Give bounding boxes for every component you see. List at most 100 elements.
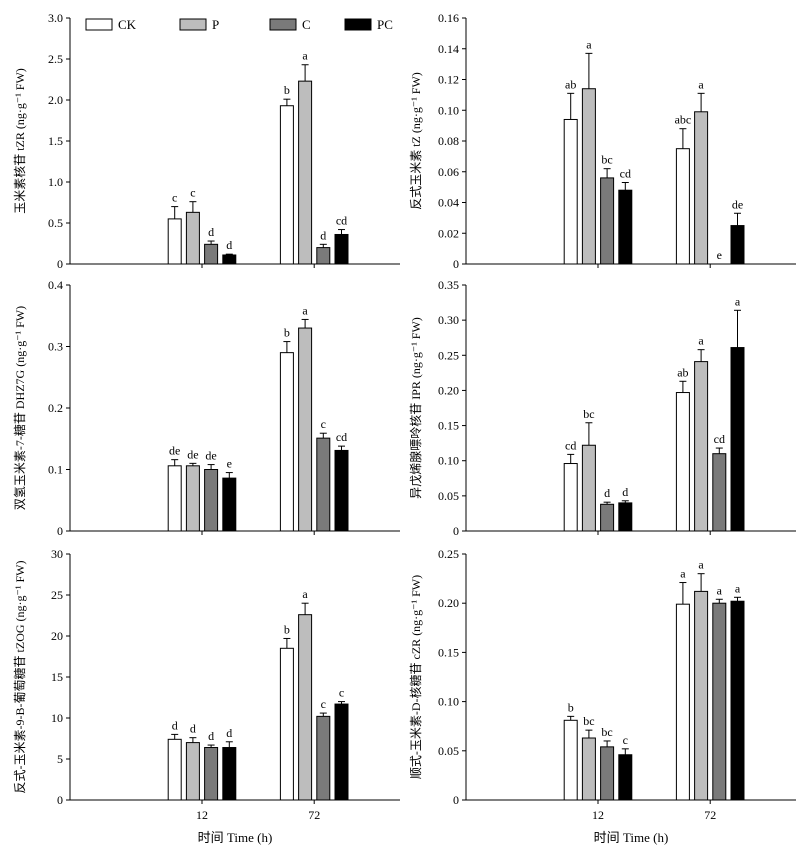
bar-IPR-P-72: [694, 361, 709, 532]
bar-tZOG-CK-72: [279, 647, 294, 801]
y-tick-label: 15: [51, 670, 63, 684]
bar-IPR-C-12: [600, 503, 615, 532]
y-tick-label: 0.10: [438, 454, 459, 468]
significance-letter: c: [321, 697, 326, 711]
significance-letter: a: [680, 567, 686, 581]
y-tick-label: 0.35: [438, 278, 459, 292]
bar-DHZ7G-PC-72: [334, 449, 349, 532]
significance-letter: b: [284, 622, 290, 636]
bar-cZR-C-12: [600, 746, 615, 801]
bar-DHZ7G-PC-12: [222, 477, 237, 532]
bar-IPR-PC-72: [730, 347, 745, 532]
y-tick-label: 0.08: [438, 134, 459, 148]
significance-letter: cd: [336, 430, 347, 444]
significance-letter: ab: [677, 365, 688, 379]
bar-DHZ7G-CK-72: [279, 352, 294, 532]
y-tick-label: 0.30: [438, 313, 459, 327]
y-tick-label: 0.25: [438, 348, 459, 362]
y-tick-label: 10: [51, 711, 63, 725]
y-axis-label: 玉米素核苷 tZR (ng·g⁻¹ FW): [13, 68, 27, 214]
y-tick-label: 0.3: [48, 340, 63, 354]
y-tick-label: 0.12: [438, 73, 459, 87]
significance-letter: de: [169, 444, 180, 458]
significance-letter: d: [208, 225, 214, 239]
y-tick-label: 0.14: [438, 42, 459, 56]
bar-DHZ7G-P-72: [298, 327, 313, 532]
panel-DHZ7G: 0 0.1 0.2 0.3 0.4 双氢玉米素-7-糖苷 DHZ7G (ng·g⁻¹ FW…: [12, 278, 400, 538]
significance-letter: de: [732, 197, 743, 211]
bar-IPR-PC-12: [618, 502, 633, 532]
significance-letter: a: [302, 587, 308, 601]
y-tick-label: 0.15: [438, 419, 459, 433]
legend-item-PC: PC: [344, 17, 393, 32]
y-tick-label: 3.0: [48, 11, 63, 25]
y-tick-label: 0.05: [438, 489, 459, 503]
bar-DHZ7G-CK-12: [167, 465, 182, 532]
significance-letter: de: [187, 447, 198, 461]
x-tick-label: 72: [308, 808, 320, 822]
significance-letter: d: [172, 718, 178, 732]
significance-letter: a: [586, 37, 592, 51]
significance-letter: c: [172, 191, 177, 205]
y-axis-label: 双氢玉米素-7-糖苷 DHZ7G (ng·g⁻¹ FW): [12, 306, 27, 510]
bar-cZR-PC-12: [618, 754, 633, 801]
bar-tZOG-P-72: [298, 614, 313, 801]
y-tick-label: 0: [57, 524, 63, 538]
significance-letter: bc: [583, 407, 594, 421]
legend: CK P C PC: [85, 17, 393, 32]
bar-cZR-CK-72: [675, 603, 690, 801]
bar-tZOG-C-12: [204, 747, 219, 801]
bar-IPR-C-72: [712, 453, 727, 532]
y-tick-label: 0.20: [438, 383, 459, 397]
bar-tZ-PC-12: [618, 189, 633, 265]
bar-IPR-CK-72: [675, 392, 690, 532]
significance-letter: b: [284, 326, 290, 340]
bar-cZR-CK-12: [563, 719, 578, 801]
legend-item-CK: CK: [85, 17, 137, 32]
significance-letter: ab: [565, 77, 576, 91]
significance-letter: cd: [620, 167, 631, 181]
legend-label: C: [302, 17, 311, 32]
x-axis-label: 时间 Time (h): [198, 830, 273, 845]
bar-tZR-C-72: [316, 247, 331, 265]
significance-letter: a: [698, 77, 704, 91]
y-tick-label: 0.04: [438, 196, 459, 210]
y-axis-label: 顺式-玉米素-D-核糖苷 cZR (ng·g⁻¹ FW): [408, 575, 423, 779]
significance-letter: a: [302, 303, 308, 317]
bar-tZ-CK-72: [675, 148, 690, 265]
bar-tZR-C-12: [204, 243, 219, 265]
legend-label: PC: [377, 17, 393, 32]
y-tick-label: 0: [453, 524, 459, 538]
y-tick-label: 1.0: [48, 175, 63, 189]
panel-cZR: 0 0.05 0.10 0.15 0.20 0.25 顺式-玉米素-D-核糖苷 cZR (n…: [408, 547, 796, 845]
bar-cZR-P-72: [694, 590, 709, 801]
bar-tZ-P-12: [581, 88, 596, 265]
bar-tZR-PC-12: [222, 254, 237, 265]
bar-tZR-P-72: [298, 80, 313, 265]
bar-cZR-PC-72: [730, 600, 745, 801]
legend-swatch: [344, 18, 372, 31]
bar-tZR-P-12: [185, 211, 200, 265]
significance-letter: a: [717, 583, 723, 597]
significance-letter: a: [735, 581, 741, 595]
bar-tZR-CK-72: [279, 105, 294, 265]
bar-DHZ7G-C-12: [204, 469, 219, 532]
y-tick-label: 2.0: [48, 93, 63, 107]
bar-DHZ7G-P-12: [185, 465, 200, 532]
legend-swatch: [179, 18, 207, 31]
y-tick-label: 2.5: [48, 52, 63, 66]
y-tick-label: 0.5: [48, 216, 63, 230]
y-tick-label: 30: [51, 547, 63, 561]
legend-label: CK: [118, 17, 137, 32]
bar-IPR-P-12: [581, 444, 596, 532]
significance-letter: d: [226, 238, 232, 252]
panel-tZR: 0 0.5 1.0 1.5 2.0 2.5 3.0 玉米素核苷 tZR (ng·g⁻¹ FW)…: [13, 11, 400, 271]
significance-letter: d: [190, 722, 196, 736]
y-tick-label: 0.20: [438, 596, 459, 610]
panel-IPR: 0 0.05 0.10 0.15 0.20 0.25 0.30 0.35 异戊烯腺嘌呤核苷 IP…: [408, 278, 796, 538]
significance-letter: d: [208, 729, 214, 743]
bar-IPR-CK-12: [563, 463, 578, 532]
significance-letter: a: [698, 334, 704, 348]
bar-DHZ7G-C-72: [316, 437, 331, 532]
significance-letter: d: [622, 485, 628, 499]
